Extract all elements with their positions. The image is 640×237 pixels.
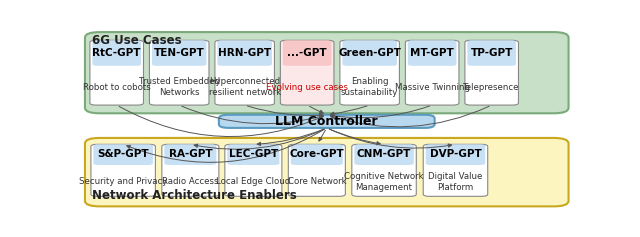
FancyBboxPatch shape xyxy=(164,144,216,165)
FancyBboxPatch shape xyxy=(92,40,141,66)
Text: Core Network: Core Network xyxy=(287,177,346,186)
FancyBboxPatch shape xyxy=(93,144,153,165)
Text: HRN-GPT: HRN-GPT xyxy=(218,48,271,58)
Text: Radio Access: Radio Access xyxy=(162,177,219,186)
FancyBboxPatch shape xyxy=(91,144,156,196)
FancyBboxPatch shape xyxy=(340,40,399,105)
FancyBboxPatch shape xyxy=(408,40,456,66)
Text: Local Edge Cloud: Local Edge Cloud xyxy=(216,177,291,186)
Text: CNM-GPT: CNM-GPT xyxy=(357,149,412,159)
Text: MT-GPT: MT-GPT xyxy=(410,48,454,58)
FancyBboxPatch shape xyxy=(219,115,435,128)
Text: Security and Privacy: Security and Privacy xyxy=(79,177,167,186)
Text: DVP-GPT: DVP-GPT xyxy=(429,149,481,159)
FancyBboxPatch shape xyxy=(291,144,343,165)
Text: Telepresence: Telepresence xyxy=(463,82,520,91)
Text: Core-GPT: Core-GPT xyxy=(289,149,344,159)
Text: Evolving use cases: Evolving use cases xyxy=(266,82,348,91)
FancyBboxPatch shape xyxy=(283,40,332,66)
FancyBboxPatch shape xyxy=(218,40,272,66)
Text: LLM Controller: LLM Controller xyxy=(275,115,378,128)
Text: RtC-GPT: RtC-GPT xyxy=(92,48,141,58)
FancyBboxPatch shape xyxy=(85,138,568,206)
Text: TEN-GPT: TEN-GPT xyxy=(154,48,205,58)
Text: Green-GPT: Green-GPT xyxy=(338,48,401,58)
FancyBboxPatch shape xyxy=(280,40,334,105)
FancyBboxPatch shape xyxy=(465,40,518,105)
Text: Massive Twinning: Massive Twinning xyxy=(395,82,470,91)
FancyBboxPatch shape xyxy=(342,40,397,66)
Text: Robot to cobots: Robot to cobots xyxy=(83,82,150,91)
Text: Digital Value
Platform: Digital Value Platform xyxy=(428,172,483,191)
FancyBboxPatch shape xyxy=(150,40,209,105)
FancyBboxPatch shape xyxy=(352,144,416,196)
Text: Trusted Embedded
Networks: Trusted Embedded Networks xyxy=(139,77,220,97)
Text: TP-GPT: TP-GPT xyxy=(470,48,513,58)
FancyBboxPatch shape xyxy=(85,32,568,113)
Text: LEC-GPT: LEC-GPT xyxy=(228,149,278,159)
FancyBboxPatch shape xyxy=(288,144,346,196)
Text: Hyperconnected
resilient network: Hyperconnected resilient network xyxy=(209,77,281,97)
Text: Network Architecture Enablers: Network Architecture Enablers xyxy=(92,189,297,202)
Text: Enabling
sustainability: Enabling sustainability xyxy=(341,77,398,97)
FancyBboxPatch shape xyxy=(227,144,280,165)
FancyBboxPatch shape xyxy=(423,144,488,196)
FancyBboxPatch shape xyxy=(90,40,143,105)
FancyBboxPatch shape xyxy=(152,40,207,66)
FancyBboxPatch shape xyxy=(162,144,219,196)
FancyBboxPatch shape xyxy=(405,40,459,105)
FancyBboxPatch shape xyxy=(355,144,414,165)
FancyBboxPatch shape xyxy=(215,40,275,105)
Text: S&P-GPT: S&P-GPT xyxy=(97,149,149,159)
Text: 6G Use Cases: 6G Use Cases xyxy=(92,34,182,47)
FancyBboxPatch shape xyxy=(225,144,282,196)
Text: RA-GPT: RA-GPT xyxy=(168,149,212,159)
FancyBboxPatch shape xyxy=(426,144,485,165)
Text: Cognitive Network
Management: Cognitive Network Management xyxy=(344,172,424,191)
FancyBboxPatch shape xyxy=(467,40,516,66)
Text: ...-GPT: ...-GPT xyxy=(287,48,327,58)
